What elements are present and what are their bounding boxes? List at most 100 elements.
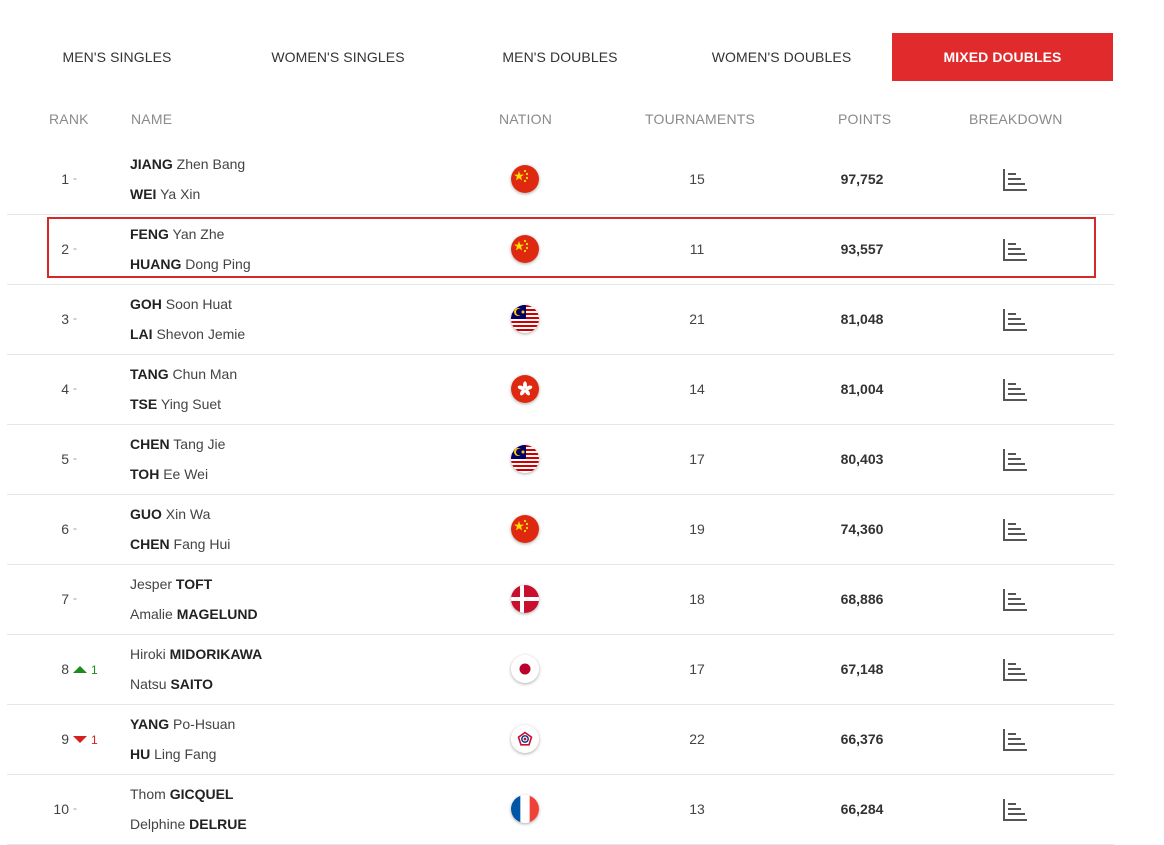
tab-mens-doubles[interactable]: MEN'S DOUBLES [502, 49, 618, 65]
player-given-name: Shevon Jemie [152, 326, 246, 342]
rank-change-neutral: - [73, 801, 77, 815]
player-name[interactable]: TSE Ying Suet [130, 396, 221, 412]
player-name[interactable]: WEI Ya Xin [130, 186, 200, 202]
points-value: 81,048 [840, 311, 884, 327]
player-name[interactable]: CHEN Tang Jie [130, 436, 225, 452]
tournaments-value: 17 [689, 451, 705, 467]
category-tabs: MEN'S SINGLES WOMEN'S SINGLES MEN'S DOUB… [7, 33, 1113, 81]
player-surname: TANG [130, 366, 169, 382]
table-row[interactable]: 1- JIANG Zhen Bang WEI Ya Xin 15 97,752 [7, 145, 1114, 215]
tournaments-value: 17 [689, 661, 705, 677]
tab-mixed-doubles[interactable]: MIXED DOUBLES [892, 33, 1113, 81]
rank-change-neutral: - [73, 591, 77, 605]
player-name[interactable]: TOH Ee Wei [130, 466, 208, 482]
rank-value: 4 [61, 381, 69, 397]
points-value: 66,284 [840, 801, 884, 817]
rank-change-neutral: - [73, 241, 77, 255]
rank-change: 1 [91, 733, 98, 747]
breakdown-chart-icon[interactable] [1002, 448, 1028, 472]
player-surname: YANG [130, 716, 170, 732]
player-given-name: Ling Fang [150, 746, 217, 762]
tournaments-value: 19 [689, 521, 705, 537]
rank-change: 1 [91, 663, 98, 677]
player-name[interactable]: JIANG Zhen Bang [130, 156, 245, 172]
breakdown-chart-icon[interactable] [1002, 588, 1028, 612]
malaysia-flag-icon [511, 445, 539, 473]
rank-value: 2 [61, 241, 69, 257]
player-given-name: Zhen Bang [172, 156, 246, 172]
tournaments-value: 11 [689, 241, 705, 257]
player-surname: TOFT [175, 576, 213, 592]
points-value: 97,752 [840, 171, 884, 187]
table-row[interactable]: 8 1 Hiroki MIDORIKAWA Natsu SAITO 17 67,148 [7, 635, 1114, 705]
player-surname: SAITO [170, 676, 213, 692]
column-header-tournaments: TOURNAMENTS [645, 111, 756, 127]
player-name[interactable]: Amalie MAGELUND [130, 606, 258, 622]
breakdown-chart-icon[interactable] [1002, 308, 1028, 332]
table-row[interactable]: 7- Jesper TOFT Amalie MAGELUND 18 68,886 [7, 565, 1114, 635]
table-row[interactable]: 2- FENG Yan Zhe HUANG Dong Ping 11 93,557 [7, 215, 1114, 285]
player-surname: GUO [130, 506, 162, 522]
player-name[interactable]: Delphine DELRUE [130, 816, 247, 832]
arrow-up-icon [73, 666, 87, 673]
column-header-name: NAME [131, 111, 173, 127]
rank-value: 6 [61, 521, 69, 537]
breakdown-chart-icon[interactable] [1002, 168, 1028, 192]
player-name[interactable]: CHEN Fang Hui [130, 536, 230, 552]
player-surname: HUANG [130, 256, 182, 272]
tab-womens-singles[interactable]: WOMEN'S SINGLES [271, 49, 405, 65]
tournaments-value: 22 [689, 731, 705, 747]
player-given-name: Jesper [130, 576, 176, 592]
tournaments-value: 14 [689, 381, 705, 397]
rank-value: 10 [53, 801, 69, 817]
player-name[interactable]: HUANG Dong Ping [130, 256, 251, 272]
player-surname: LAI [130, 326, 153, 342]
table-row[interactable]: 10- Thom GICQUEL Delphine DELRUE 13 66,284 [7, 775, 1114, 845]
rank-change-neutral: - [73, 171, 77, 185]
player-given-name: Ying Suet [157, 396, 222, 412]
breakdown-chart-icon[interactable] [1002, 518, 1028, 542]
breakdown-chart-icon[interactable] [1002, 658, 1028, 682]
player-name[interactable]: TANG Chun Man [130, 366, 237, 382]
column-header-points: POINTS [838, 111, 892, 127]
player-name[interactable]: Thom GICQUEL [130, 786, 233, 802]
player-name[interactable]: YANG Po-Hsuan [130, 716, 235, 732]
rank-value: 9 [61, 731, 69, 747]
rank-value: 5 [61, 451, 69, 467]
table-row[interactable]: 5- CHEN Tang Jie TOH Ee Wei 17 80,403 [7, 425, 1114, 495]
rank-value: 1 [61, 171, 69, 187]
breakdown-chart-icon[interactable] [1002, 238, 1028, 262]
table-row[interactable]: 9 1 YANG Po-Hsuan HU Ling Fang 22 66,376 [7, 705, 1114, 775]
breakdown-chart-icon[interactable] [1002, 378, 1028, 402]
table-row[interactable]: 6- GUO Xin Wa CHEN Fang Hui 19 74,360 [7, 495, 1114, 565]
player-name[interactable]: Hiroki MIDORIKAWA [130, 646, 262, 662]
column-header-breakdown: BREAKDOWN [969, 111, 1063, 127]
tab-womens-doubles[interactable]: WOMEN'S DOUBLES [711, 49, 852, 65]
player-surname: HU [130, 746, 151, 762]
rank-change-neutral: - [73, 451, 77, 465]
tab-mens-singles[interactable]: MEN'S SINGLES [62, 49, 172, 65]
player-name[interactable]: LAI Shevon Jemie [130, 326, 245, 342]
table-row[interactable]: 4- TANG Chun Man TSE Ying Suet 14 81,004 [7, 355, 1114, 425]
breakdown-chart-icon[interactable] [1002, 798, 1028, 822]
player-name[interactable]: GOH Soon Huat [130, 296, 232, 312]
japan-flag-icon [511, 655, 539, 683]
player-surname: WEI [130, 186, 157, 202]
player-surname: MIDORIKAWA [169, 646, 263, 662]
player-given-name: Hiroki [130, 646, 170, 662]
player-surname: CHEN [130, 436, 170, 452]
breakdown-chart-icon[interactable] [1002, 728, 1028, 752]
china-flag-icon [511, 515, 539, 543]
rank-value: 8 [61, 661, 69, 677]
player-name[interactable]: FENG Yan Zhe [130, 226, 224, 242]
player-given-name: Thom [130, 786, 170, 802]
tournaments-value: 13 [689, 801, 705, 817]
column-header-nation: NATION [499, 111, 553, 127]
player-name[interactable]: Jesper TOFT [130, 576, 212, 592]
table-row[interactable]: 3- GOH Soon Huat LAI Shevon Jemie 21 81,048 [7, 285, 1114, 355]
player-name[interactable]: GUO Xin Wa [130, 506, 210, 522]
player-given-name: Dong Ping [181, 256, 251, 272]
player-name[interactable]: HU Ling Fang [130, 746, 216, 762]
player-name[interactable]: Natsu SAITO [130, 676, 213, 692]
chinese-taipei-flag-icon [511, 725, 539, 753]
